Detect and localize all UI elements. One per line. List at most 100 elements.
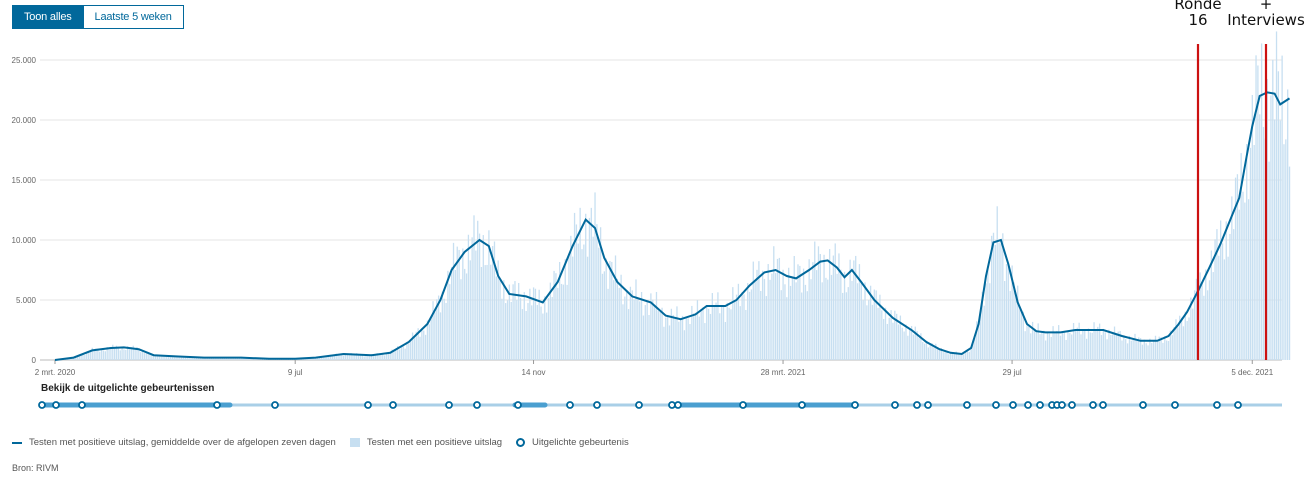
bar-day-243[interactable] xyxy=(506,300,509,360)
bar-day-35[interactable] xyxy=(119,350,121,360)
bar-day-142[interactable] xyxy=(318,357,321,360)
bar-day-216[interactable] xyxy=(456,246,458,360)
bar-day-645[interactable] xyxy=(1255,55,1257,360)
bar-day-330[interactable] xyxy=(668,325,671,360)
bar-day-274[interactable] xyxy=(564,259,566,360)
bar-day-626[interactable] xyxy=(1220,220,1222,360)
bar-day-492[interactable] xyxy=(970,346,972,360)
bar-day-443[interactable] xyxy=(879,294,881,360)
bar-day-261[interactable] xyxy=(540,306,542,360)
bar-day-407[interactable] xyxy=(812,262,814,360)
bar-day-461[interactable] xyxy=(912,334,915,360)
bar-day-445[interactable] xyxy=(882,319,885,360)
bar-day-163[interactable] xyxy=(357,355,360,360)
bar-day-69[interactable] xyxy=(182,356,185,360)
bar-day-26[interactable] xyxy=(102,350,105,360)
bar-day-316[interactable] xyxy=(642,315,645,360)
event-marker-25[interactable] xyxy=(1036,401,1044,409)
bar-day-11[interactable] xyxy=(74,356,77,360)
bar-day-478[interactable] xyxy=(944,352,946,360)
bar-day-191[interactable] xyxy=(410,341,412,360)
bar-day-170[interactable] xyxy=(370,353,373,360)
bar-day-25[interactable] xyxy=(100,348,103,360)
bar-day-380[interactable] xyxy=(761,270,764,360)
bar-day-396[interactable] xyxy=(791,276,794,360)
bar-day-629[interactable] xyxy=(1225,221,1227,360)
bar-day-227[interactable] xyxy=(477,220,479,360)
bar-day-619[interactable] xyxy=(1206,290,1209,360)
bar-day-344[interactable] xyxy=(694,312,697,360)
bar-day-54[interactable] xyxy=(154,355,157,360)
bar-day-147[interactable] xyxy=(328,356,330,360)
bar-day-496[interactable] xyxy=(977,323,980,360)
bar-day-62[interactable] xyxy=(169,356,172,360)
bar-day-529[interactable] xyxy=(1039,334,1041,360)
bar-day-617[interactable] xyxy=(1203,295,1205,360)
bar-day-173[interactable] xyxy=(376,353,378,360)
bar-day-61[interactable] xyxy=(167,355,170,360)
bar-day-628[interactable] xyxy=(1223,259,1226,360)
bar-day-152[interactable] xyxy=(337,355,339,360)
event-marker-11[interactable] xyxy=(593,401,601,409)
bar-day-339[interactable] xyxy=(685,318,687,360)
bar-day-345[interactable] xyxy=(696,300,699,360)
bar-day-276[interactable] xyxy=(568,255,570,360)
bar-day-268[interactable] xyxy=(553,270,555,360)
bar-day-33[interactable] xyxy=(115,345,118,360)
bar-day-580[interactable] xyxy=(1134,333,1136,360)
bar-day-421[interactable] xyxy=(838,253,840,360)
bar-day-207[interactable] xyxy=(439,312,442,360)
bar-day-611[interactable] xyxy=(1192,308,1194,360)
event-marker-3[interactable] xyxy=(213,401,221,409)
bar-day-32[interactable] xyxy=(113,348,116,360)
bar-day-562[interactable] xyxy=(1100,335,1103,360)
bar-day-353[interactable] xyxy=(711,293,713,360)
bar-day-178[interactable] xyxy=(385,352,388,360)
bar-day-322[interactable] xyxy=(653,306,656,360)
bar-day-347[interactable] xyxy=(700,310,702,360)
bar-day-169[interactable] xyxy=(369,355,371,360)
bar-day-489[interactable] xyxy=(964,352,967,360)
bar-day-306[interactable] xyxy=(624,296,626,360)
bar-day-399[interactable] xyxy=(797,264,799,360)
bar-day-638[interactable] xyxy=(1242,191,1244,360)
bar-day-428[interactable] xyxy=(851,280,853,360)
bar-day-63[interactable] xyxy=(171,355,174,360)
bar-day-190[interactable] xyxy=(408,343,410,360)
event-marker-2[interactable] xyxy=(78,401,86,409)
bar-day-420[interactable] xyxy=(836,273,838,360)
bar-day-522[interactable] xyxy=(1026,325,1028,360)
bar-day-441[interactable] xyxy=(875,290,877,360)
bar-day-471[interactable] xyxy=(931,343,933,360)
bar-day-282[interactable] xyxy=(579,207,581,360)
bar-day-340[interactable] xyxy=(687,318,689,360)
bar-day-563[interactable] xyxy=(1102,328,1105,360)
bar-day-590[interactable] xyxy=(1152,340,1155,360)
bar-day-202[interactable] xyxy=(430,317,432,360)
bar-day-435[interactable] xyxy=(864,282,866,360)
bar-day-410[interactable] xyxy=(817,246,820,360)
bar-day-661[interactable] xyxy=(1285,139,1287,360)
bar-day-464[interactable] xyxy=(918,337,920,360)
bar-day-550[interactable] xyxy=(1078,322,1080,360)
bar-day-512[interactable] xyxy=(1007,265,1010,360)
event-marker-28[interactable] xyxy=(1058,401,1066,409)
bar-day-28[interactable] xyxy=(106,347,108,360)
bar-day-409[interactable] xyxy=(815,270,818,360)
bar-day-189[interactable] xyxy=(406,341,408,360)
bar-day-58[interactable] xyxy=(162,355,164,360)
bar-day-449[interactable] xyxy=(890,310,892,360)
bar-day-198[interactable] xyxy=(423,330,425,360)
bar-day-83[interactable] xyxy=(208,357,211,360)
event-marker-7[interactable] xyxy=(445,401,453,409)
event-marker-10[interactable] xyxy=(566,401,574,409)
bar-day-263[interactable] xyxy=(544,296,546,360)
event-marker-0[interactable] xyxy=(38,401,46,409)
bar-day-553[interactable] xyxy=(1084,330,1086,360)
bar-day-463[interactable] xyxy=(916,331,918,360)
bar-day-387[interactable] xyxy=(774,273,777,360)
bar-day-328[interactable] xyxy=(665,317,667,360)
bar-day-10[interactable] xyxy=(73,357,75,360)
bar-day-358[interactable] xyxy=(720,305,723,360)
bar-day-368[interactable] xyxy=(739,306,741,360)
